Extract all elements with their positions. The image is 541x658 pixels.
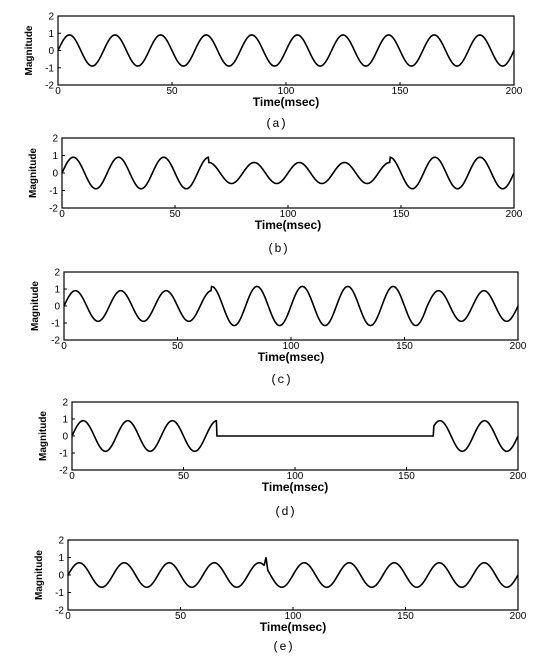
panel-caption: (d)	[274, 505, 296, 519]
panel-caption: (b)	[267, 242, 289, 256]
x-tick-label: 100	[278, 86, 295, 97]
y-tick-label: 1	[52, 151, 58, 162]
y-tick-label: 2	[52, 134, 58, 145]
y-tick-label: -1	[45, 63, 54, 74]
x-tick-label: 200	[506, 209, 523, 220]
x-tick-label: 50	[172, 341, 184, 352]
x-tick-label: 150	[397, 611, 414, 622]
y-tick-label: 1	[62, 415, 68, 426]
y-tick-label: -1	[51, 319, 60, 330]
y-tick-label: 0	[52, 169, 58, 180]
y-tick-label: 1	[58, 553, 64, 564]
x-tick-label: 100	[285, 611, 302, 622]
x-tick-label: 50	[178, 471, 190, 482]
y-tick-label: 2	[48, 12, 54, 23]
y-tick-label: 0	[58, 571, 64, 582]
x-tick-label: 50	[169, 209, 181, 220]
y-tick-label: -1	[59, 449, 68, 460]
y-axis-label: Magnitude	[38, 411, 49, 461]
x-tick-label: 200	[510, 611, 527, 622]
y-tick-label: 2	[58, 536, 64, 547]
y-axis-label: Magnitude	[24, 25, 35, 75]
y-tick-label: -1	[55, 588, 64, 599]
y-tick-label: -2	[45, 81, 54, 92]
y-tick-label: 2	[54, 268, 60, 279]
y-tick-label: 1	[48, 29, 54, 40]
signal-line	[57, 34, 515, 67]
panel-5: 0 50 100 150 200 2 1 0 -1 -2 Time(msec) Magnitude (e…	[34, 536, 527, 655]
x-tick-label: 0	[69, 471, 75, 482]
x-axis-label: Time(msec)	[255, 218, 321, 232]
x-tick-label: 150	[396, 341, 413, 352]
y-tick-label: 0	[48, 46, 54, 57]
y-axis-label: Magnitude	[28, 148, 39, 198]
panel-2: 0 50 100 150 200 2 1 0 -1 -2 Time(msec) Magnitude (b…	[28, 134, 523, 257]
y-tick-label: 0	[62, 432, 68, 443]
y-tick-label: -2	[59, 466, 68, 477]
y-tick-label: 2	[62, 398, 68, 409]
x-tick-label: 50	[175, 611, 187, 622]
y-axis-label: Magnitude	[34, 550, 45, 600]
x-tick-label: 200	[506, 86, 523, 97]
x-tick-label: 100	[280, 209, 297, 220]
panel-caption: (e)	[272, 640, 294, 654]
x-tick-label: 0	[61, 341, 67, 352]
y-tick-label: -2	[55, 606, 64, 617]
panel-1: 0 50 100 150 200 2 1 0 -1 -2 Time(msec) Magnitude (a…	[24, 12, 523, 132]
y-tick-label: -2	[51, 336, 60, 347]
signal-line	[61, 156, 515, 190]
y-tick-label: -1	[49, 186, 58, 197]
panel-caption: (a)	[265, 117, 287, 131]
x-tick-label: 100	[283, 341, 300, 352]
y-tick-label: 1	[54, 285, 60, 296]
x-axis-label: Time(msec)	[260, 620, 326, 634]
signal-line	[71, 419, 519, 453]
x-axis-label: Time(msec)	[258, 350, 324, 364]
signal-line	[67, 557, 519, 589]
x-tick-label: 0	[55, 86, 61, 97]
x-tick-label: 200	[510, 471, 527, 482]
x-tick-label: 150	[393, 209, 410, 220]
x-tick-label: 0	[65, 611, 71, 622]
x-axis-label: Time(msec)	[253, 95, 319, 109]
x-tick-label: 200	[510, 341, 527, 352]
x-tick-label: 0	[59, 209, 65, 220]
x-axis-label: Time(msec)	[262, 480, 328, 494]
panel-3: 0 50 100 150 200210-1-2Time(msec)Magnitude(c…	[30, 268, 527, 388]
x-tick-label: 100	[287, 471, 304, 482]
panel-4: 0 50 100 150 200210-1-2Time(msec)Magnitude(d…	[38, 398, 527, 520]
signal-line	[63, 285, 519, 327]
y-axis-label: Magnitude	[30, 281, 41, 331]
x-tick-label: 150	[398, 471, 415, 482]
x-tick-label: 150	[392, 86, 409, 97]
x-tick-label: 50	[166, 86, 178, 97]
y-tick-label: -2	[49, 204, 58, 215]
panel-caption: (c)	[270, 373, 292, 387]
y-tick-label: 0	[54, 302, 60, 313]
